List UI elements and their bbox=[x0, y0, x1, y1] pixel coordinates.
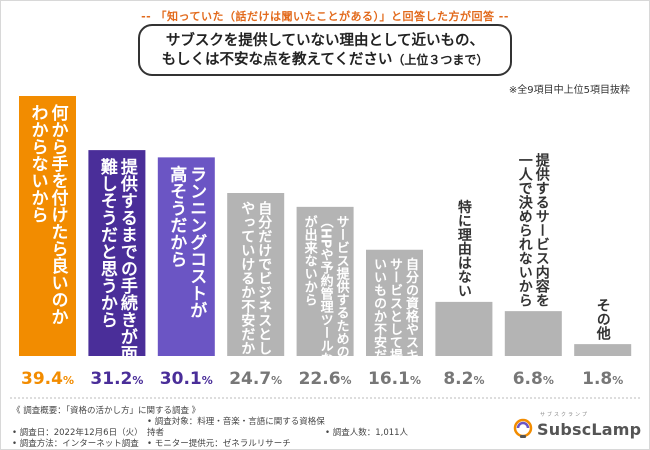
bar-6 bbox=[366, 249, 423, 356]
bar-4-label-line-1: 自分だけでビジネスとして bbox=[256, 200, 272, 369]
footer-row-3: • 調査方法：インターネット調査 • モニター提供元：ゼネラルリサーチ bbox=[12, 439, 408, 450]
title-line-1: サブスクを提供していない理由として近いもの、 bbox=[165, 33, 485, 49]
bar-4 bbox=[227, 193, 285, 356]
subsclamp-logo: SubscLamp サブスクランプ bbox=[512, 412, 642, 440]
bar-1 bbox=[19, 96, 76, 356]
bar-6-value: 16.1% bbox=[368, 369, 421, 389]
survey-footer: 《 調査概要：「資格の活かし方」に関する調査 》 • 調査日：2022年12月6… bbox=[12, 406, 408, 450]
bar-5 bbox=[296, 206, 354, 356]
logo-subtext: サブスクランプ bbox=[540, 412, 589, 418]
bar-2 bbox=[88, 150, 146, 356]
survey-provider: • モニター提供元：ゼネラルリサーチ bbox=[147, 439, 291, 449]
title-suffix: （上位３つまで） bbox=[392, 53, 489, 67]
bar-9-label: その他 bbox=[595, 298, 612, 341]
title-line-2: もしくは不安な点を教えてください（上位３つまで） bbox=[140, 51, 510, 70]
bar-3 bbox=[157, 157, 215, 356]
bar-9-label-line-1: その他 bbox=[595, 298, 612, 341]
logo-text: SubscLamp bbox=[537, 419, 642, 439]
sub-note: ※全9項目中上位5項目抜粋 bbox=[508, 85, 630, 96]
bar-5-value: 22.6% bbox=[299, 369, 352, 389]
bar-8-label-line-2: 一人で決められないから bbox=[517, 153, 533, 307]
survey-target: • 調査対象：料理・音楽・言語に関する資格保持者 bbox=[147, 417, 325, 438]
bar-9 bbox=[574, 344, 632, 356]
header-note: -- 「知っていた（話だけは聞いたことがある）」と回答した方が回答 -- bbox=[141, 10, 509, 23]
bar-5-label-line-2: （HPや予約管理ツールなど） bbox=[318, 215, 335, 391]
bar-1-label-line-1: 何から手を付けたら良いのか bbox=[48, 103, 69, 325]
bar-2-label-line-2: 難しそうだと思うから bbox=[97, 157, 118, 328]
title-box: サブスクを提供していない理由として近いもの、 もしくは不安な点を教えてください（… bbox=[138, 24, 512, 76]
bar-1-value: 39.4% bbox=[21, 369, 74, 389]
bar-6-label-line-1: 自分の資格やスキルが bbox=[403, 257, 419, 388]
bar-8-value: 6.8% bbox=[513, 369, 554, 389]
bar-7 bbox=[435, 301, 493, 356]
bar-8-label-line-1: 提供するサービス内容を bbox=[534, 153, 551, 307]
bar-3-label-line-2: 高そうだから bbox=[166, 164, 187, 267]
bar-5-label: サービス提供するための準備（HPや予約管理ツールなど）が出来ないから bbox=[302, 214, 351, 391]
bar-5-label-line-1: サービス提供するための準備 bbox=[334, 215, 351, 385]
bar-8 bbox=[504, 311, 562, 356]
bar-2-value: 31.2% bbox=[90, 369, 143, 389]
footer-line-1: 《 調査概要：「資格の活かし方」に関する調査 》 bbox=[12, 406, 201, 416]
survey-count: • 調査人数：1,011人 bbox=[325, 428, 409, 438]
footer-row-2: • 調査日：2022年12月6日（火） • 調査対象：料理・音楽・言語に関する資格… bbox=[12, 417, 408, 439]
lamp-icon bbox=[513, 418, 533, 438]
bar-4-label-line-2: やっていけるか不安だから bbox=[239, 201, 255, 369]
bar-3-label-line-1: ランニングコストが bbox=[186, 165, 207, 318]
title-line-2-main: もしくは不安な点を教えてください bbox=[161, 52, 393, 68]
bar-2-label-line-1: 提供するまでの手続きが面倒、 bbox=[117, 158, 138, 396]
bar-1-label-line-2: わからないから bbox=[28, 104, 49, 223]
bar-9-value: 1.8% bbox=[582, 369, 623, 389]
survey-date: • 調査日：2022年12月6日（火） bbox=[12, 428, 143, 438]
bar-4-value: 24.7% bbox=[229, 369, 282, 389]
bar-7-label: 特に理由はない bbox=[456, 199, 472, 298]
bar-7-value: 8.2% bbox=[443, 369, 484, 389]
bar-7-label-line-1: 特に理由はない bbox=[456, 199, 472, 298]
bar-6-label-line-3: いいものか不安だから bbox=[371, 258, 387, 388]
bar-6-label-line-2: サービスとして提供して bbox=[387, 258, 404, 401]
bar-5-label-line-3: が出来ないから bbox=[302, 214, 319, 306]
bar-2-label: 提供するまでの手続きが面倒、難しそうだと思うから bbox=[97, 157, 138, 396]
survey-method: • 調査方法：インターネット調査 bbox=[12, 439, 139, 449]
bar-3-value: 30.1% bbox=[160, 369, 213, 389]
